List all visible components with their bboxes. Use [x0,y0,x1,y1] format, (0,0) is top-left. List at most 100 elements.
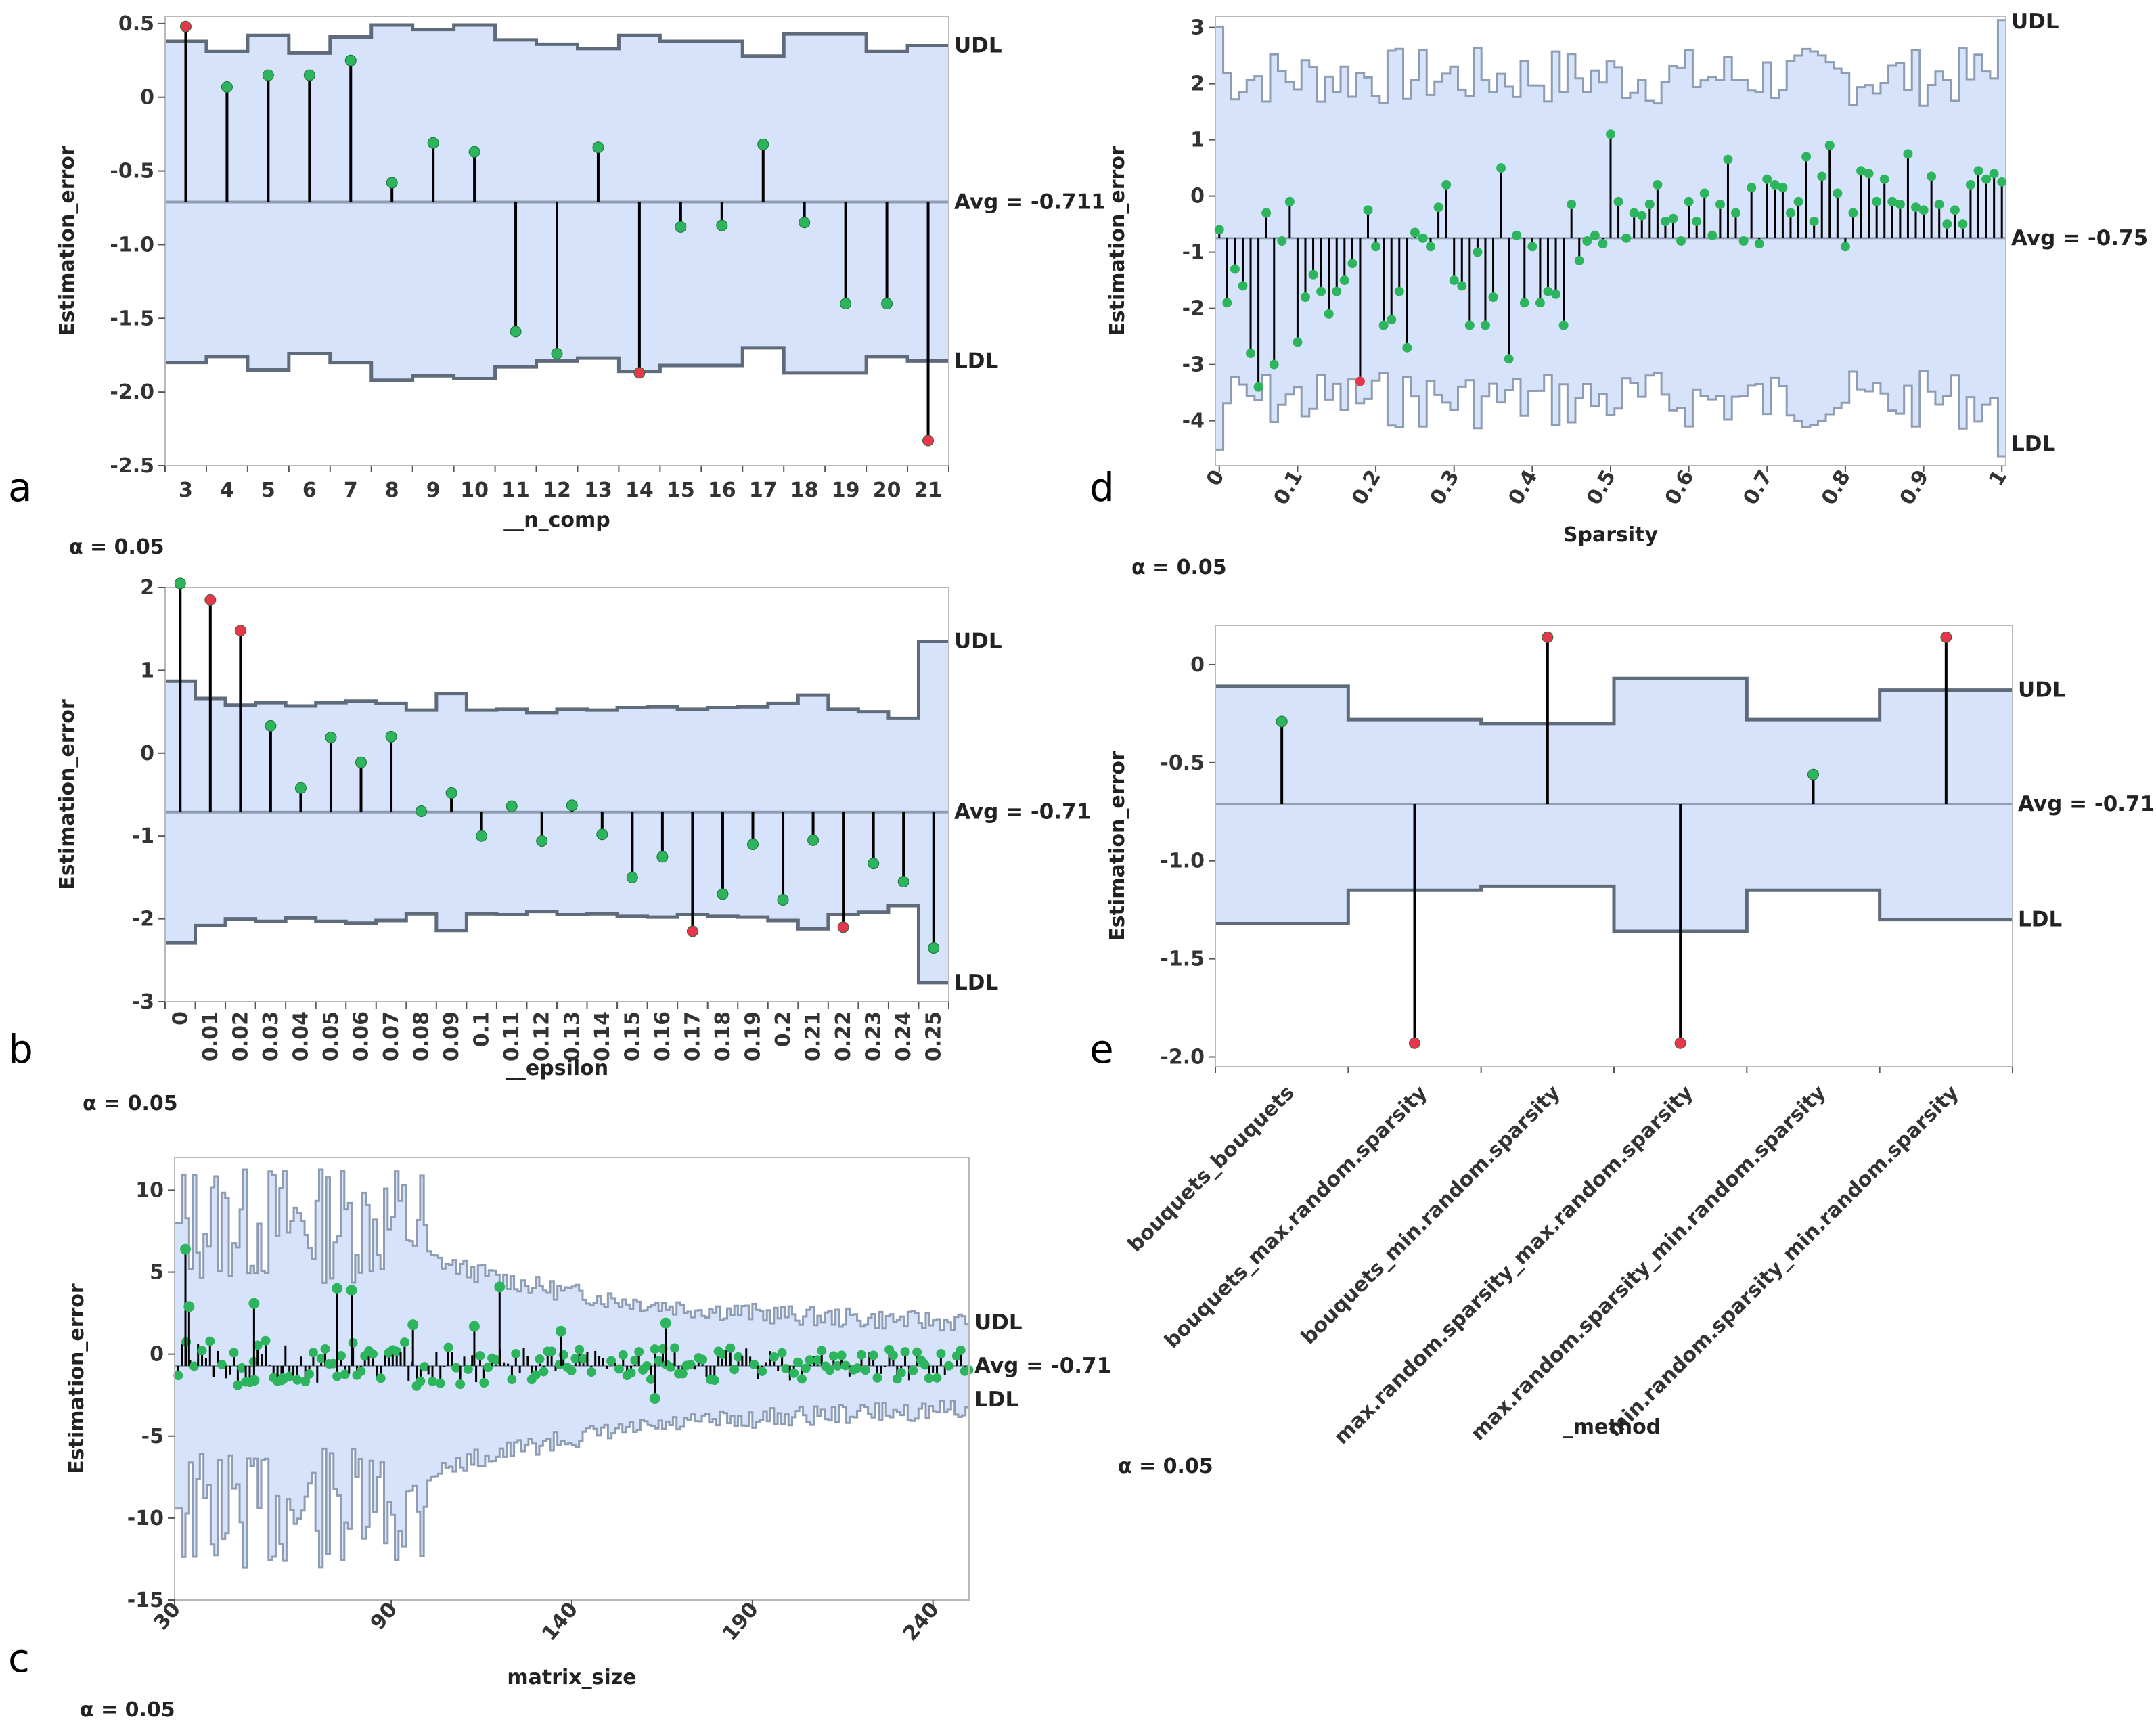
point-d-16 [1339,275,1349,286]
point-d-86 [1887,196,1897,206]
ldl-line-b [165,904,949,985]
point-b-5 [325,732,337,744]
point-d-72 [1778,183,1788,193]
point-c-159 [805,1355,815,1365]
y-tick-label-c-4: -10 [127,1507,164,1530]
x-tick-label-b-4: 0.04 [289,1011,313,1061]
y-axis-label-d: Estimation_error [1106,146,1129,336]
point-c-171 [853,1363,863,1373]
point-a-3 [303,69,315,81]
point-c-152 [777,1348,787,1358]
x-tick-label-a-10: 13 [584,479,612,502]
point-c-33 [305,1369,315,1379]
point-c-158 [801,1363,811,1373]
point-c-8 [205,1336,215,1346]
udl-line-e [1215,676,2013,726]
point-d-11 [1300,292,1310,302]
point-d-93 [1942,219,1952,229]
y-tick-label-d-4: -1 [1182,241,1205,265]
udl-line-b [165,640,949,720]
point-d-28 [1433,202,1443,213]
point-c-192 [936,1349,946,1359]
point-d-80 [1840,242,1850,252]
point-c-100 [570,1354,581,1364]
point-c-55 [392,1346,402,1356]
panel-letter-d: d [1090,464,1115,510]
x-tick-label-a-3: 6 [302,479,317,502]
point-b-11 [506,800,518,812]
point-c-22 [261,1335,271,1346]
x-tick-label-a-9: 12 [543,479,571,502]
x-tick-label-b-3: 0.03 [259,1011,283,1061]
x-tick-label-b-25: 0.25 [922,1011,946,1061]
point-a-13 [716,219,728,231]
point-d-65 [1723,154,1733,164]
point-d-22 [1387,315,1397,325]
point-a-14 [757,138,769,150]
point-c-46 [356,1366,366,1376]
point-c-4 [189,1361,199,1371]
point-e-0 [1276,715,1288,728]
point-d-74 [1793,196,1803,206]
y-tick-label-a-0: 0.5 [118,12,154,36]
point-c-64 [428,1376,438,1386]
point-b-18 [717,888,729,900]
point-c-hi-11 [277,1373,289,1384]
point-d-67 [1738,236,1749,246]
y-tick-label-c-2: 0 [150,1343,164,1367]
point-d-12 [1308,269,1318,280]
point-c-186 [912,1347,922,1357]
udl-line-a [165,23,949,58]
point-c-hi-4 [346,1285,357,1296]
x-axis-label-b: __epsilon [506,1057,608,1080]
point-e-1 [1409,1037,1420,1049]
point-c-90 [531,1370,541,1380]
point-d-70 [1762,174,1772,184]
point-c-127 [677,1369,688,1379]
point-d-26 [1418,233,1428,243]
point-c-104 [586,1367,596,1377]
point-c-135 [709,1375,719,1386]
y-tick-label-b-5: -3 [132,990,154,1014]
point-d-83 [1864,169,1874,179]
point-d-40 [1527,242,1537,252]
y-tick-label-d-1: 2 [1190,72,1205,96]
point-d-91 [1927,171,1937,181]
point-d-5 [1253,382,1263,392]
point-c-141 [734,1352,744,1362]
point-b-16 [656,851,669,863]
point-d-68 [1747,183,1757,193]
point-d-58 [1668,213,1678,223]
point-d-9 [1284,196,1295,206]
point-d-20 [1371,242,1381,252]
x-tick-label-a-7: 10 [460,479,489,502]
point-c-155 [789,1368,799,1378]
point-d-35 [1488,292,1498,302]
point-e-2 [1542,631,1554,643]
point-c-116 [634,1347,644,1357]
point-a-6 [427,137,439,149]
x-tick-label-e-2: bouquets_min.random.sparsity [1297,1081,1565,1350]
point-b-15 [626,871,638,883]
point-d-37 [1504,354,1514,364]
point-d-27 [1426,242,1436,252]
point-c-101 [575,1344,585,1354]
point-a-2 [262,69,274,81]
y-tick-label-a-4: -1.5 [110,307,154,330]
x-tick-label-b-9: 0.09 [440,1011,464,1061]
panel-d: 3 2 1 0 -1 -2 -3 -4 Estimation_error 0 0.1 0.2 0.3 0.… [1106,9,2148,547]
point-b-23 [868,858,880,870]
point-b-22 [837,921,849,933]
x-tick-label-b-10: 0.1 [470,1011,494,1047]
point-d-15 [1332,286,1342,296]
point-c-183 [900,1347,910,1357]
point-c-189 [924,1373,934,1383]
point-c-109 [606,1356,616,1366]
point-c-147 [757,1366,767,1376]
point-c-hi-5 [494,1281,506,1293]
point-d-2 [1230,264,1240,274]
point-a-15 [799,217,811,229]
y-axis-label-e: Estimation_error [1106,751,1129,941]
point-d-25 [1410,227,1420,238]
